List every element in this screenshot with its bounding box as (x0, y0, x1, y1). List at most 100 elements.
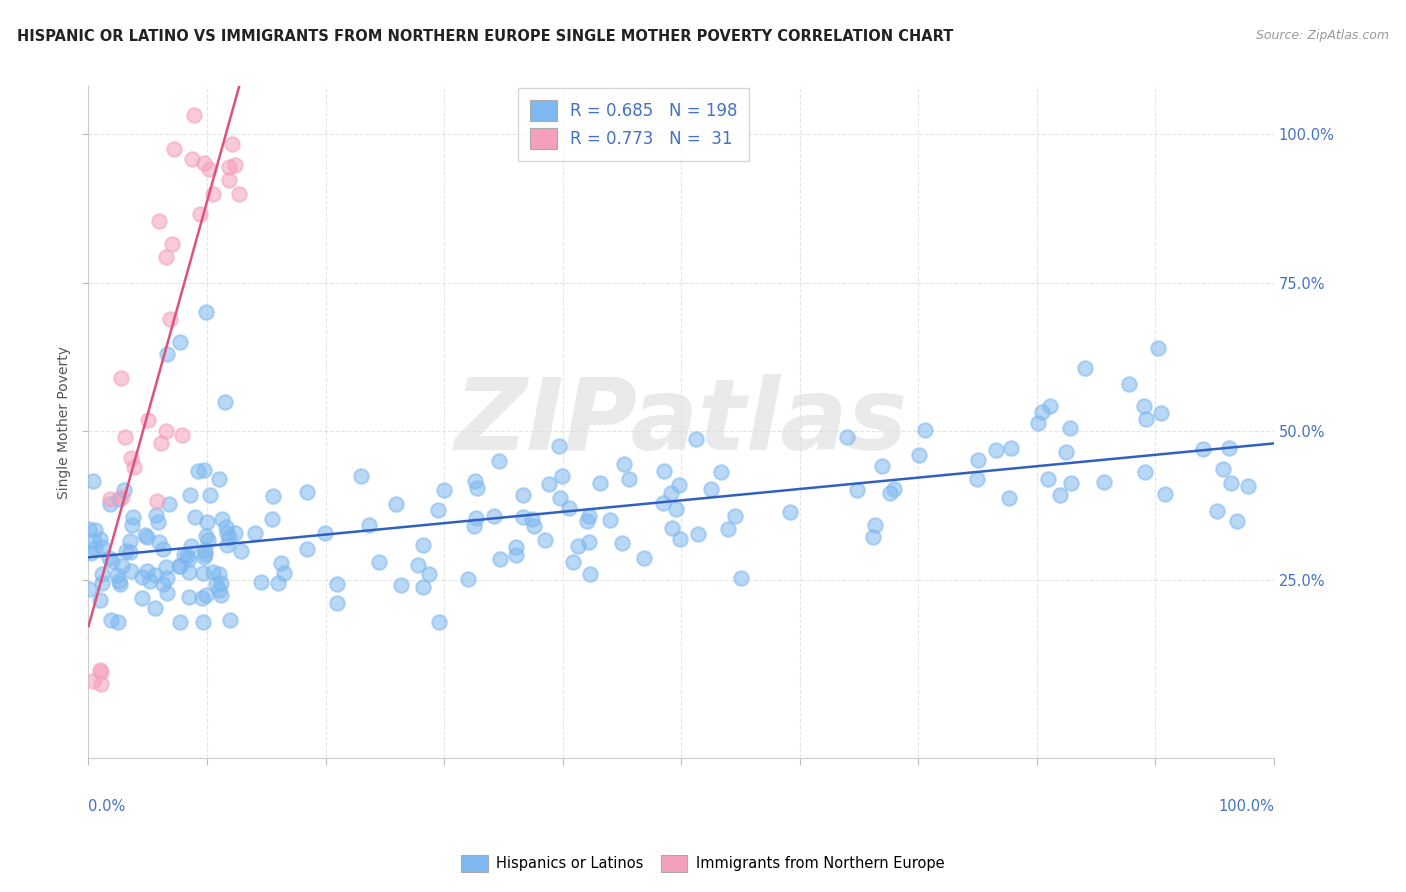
Y-axis label: Single Mother Poverty: Single Mother Poverty (58, 346, 72, 499)
Point (835, 430, 858, 444)
Point (173, 548, 195, 562)
Point (176, 549, 198, 563)
Point (135, 564, 157, 578)
Point (177, 591, 200, 605)
Point (1092, 475, 1115, 490)
Point (111, 558, 134, 573)
Point (561, 555, 583, 569)
Point (267, 576, 290, 591)
Point (548, 491, 571, 505)
Point (716, 522, 738, 536)
Point (1036, 472, 1059, 486)
Point (1133, 400, 1156, 414)
Point (193, 155, 215, 169)
Point (170, 428, 193, 442)
Point (433, 483, 456, 497)
Point (169, 558, 191, 573)
Point (198, 161, 221, 176)
Point (120, 564, 142, 578)
Point (389, 578, 412, 592)
Point (1026, 416, 1049, 430)
Point (578, 509, 600, 524)
Point (194, 547, 217, 561)
Point (100, 613, 122, 627)
Point (567, 539, 589, 553)
Point (152, 576, 174, 591)
Point (1154, 487, 1177, 501)
Text: 0.0%: 0.0% (89, 798, 125, 814)
Point (368, 555, 391, 569)
Point (879, 485, 901, 500)
Point (108, 576, 131, 591)
Point (177, 552, 200, 566)
Point (195, 305, 218, 319)
Point (652, 496, 675, 510)
Point (98, 492, 121, 507)
Point (464, 474, 486, 488)
Point (512, 509, 534, 524)
Point (579, 566, 602, 581)
Point (107, 615, 129, 629)
Point (208, 582, 231, 597)
Point (221, 136, 243, 151)
Legend: R = 0.685   N = 198, R = 0.773   N =  31: R = 0.685 N = 198, R = 0.773 N = 31 (519, 88, 749, 161)
Text: ZIPatlas: ZIPatlas (454, 374, 908, 471)
Point (84, 541, 107, 556)
Point (984, 442, 1007, 457)
Point (155, 559, 177, 574)
Point (134, 528, 156, 542)
Point (418, 567, 440, 582)
Point (385, 497, 408, 511)
Point (136, 531, 159, 545)
Point (156, 347, 179, 361)
Point (523, 519, 546, 533)
Point (1059, 421, 1081, 435)
Point (162, 143, 184, 157)
Point (143, 568, 166, 582)
Point (699, 483, 721, 497)
Point (1205, 504, 1227, 518)
Point (1192, 442, 1215, 456)
Point (408, 558, 430, 573)
Point (120, 545, 142, 559)
Point (155, 424, 177, 438)
Point (84, 524, 107, 538)
Point (219, 613, 242, 627)
Point (551, 468, 574, 483)
Point (520, 512, 543, 526)
Point (779, 505, 801, 519)
Point (145, 494, 167, 508)
Point (224, 526, 246, 541)
Point (914, 423, 936, 437)
Point (1212, 462, 1234, 476)
Point (537, 476, 560, 491)
Point (214, 394, 236, 409)
Point (131, 591, 153, 605)
Point (114, 430, 136, 444)
Point (489, 552, 512, 566)
Point (122, 459, 145, 474)
Point (297, 484, 319, 499)
Point (998, 491, 1021, 506)
Point (89, 593, 111, 607)
Point (1049, 488, 1071, 502)
Point (534, 533, 557, 547)
Point (273, 566, 295, 581)
Point (155, 250, 177, 264)
Point (110, 371, 132, 385)
Point (359, 518, 381, 533)
Point (183, 510, 205, 524)
Point (262, 489, 284, 503)
Point (457, 572, 479, 586)
Point (1218, 441, 1240, 455)
Point (724, 509, 747, 524)
Point (90, 665, 112, 679)
Point (229, 543, 252, 558)
Point (217, 525, 239, 540)
Point (148, 535, 170, 549)
Point (193, 550, 215, 565)
Point (80, 545, 103, 559)
Point (664, 502, 686, 516)
Point (512, 488, 534, 502)
Point (427, 503, 450, 517)
